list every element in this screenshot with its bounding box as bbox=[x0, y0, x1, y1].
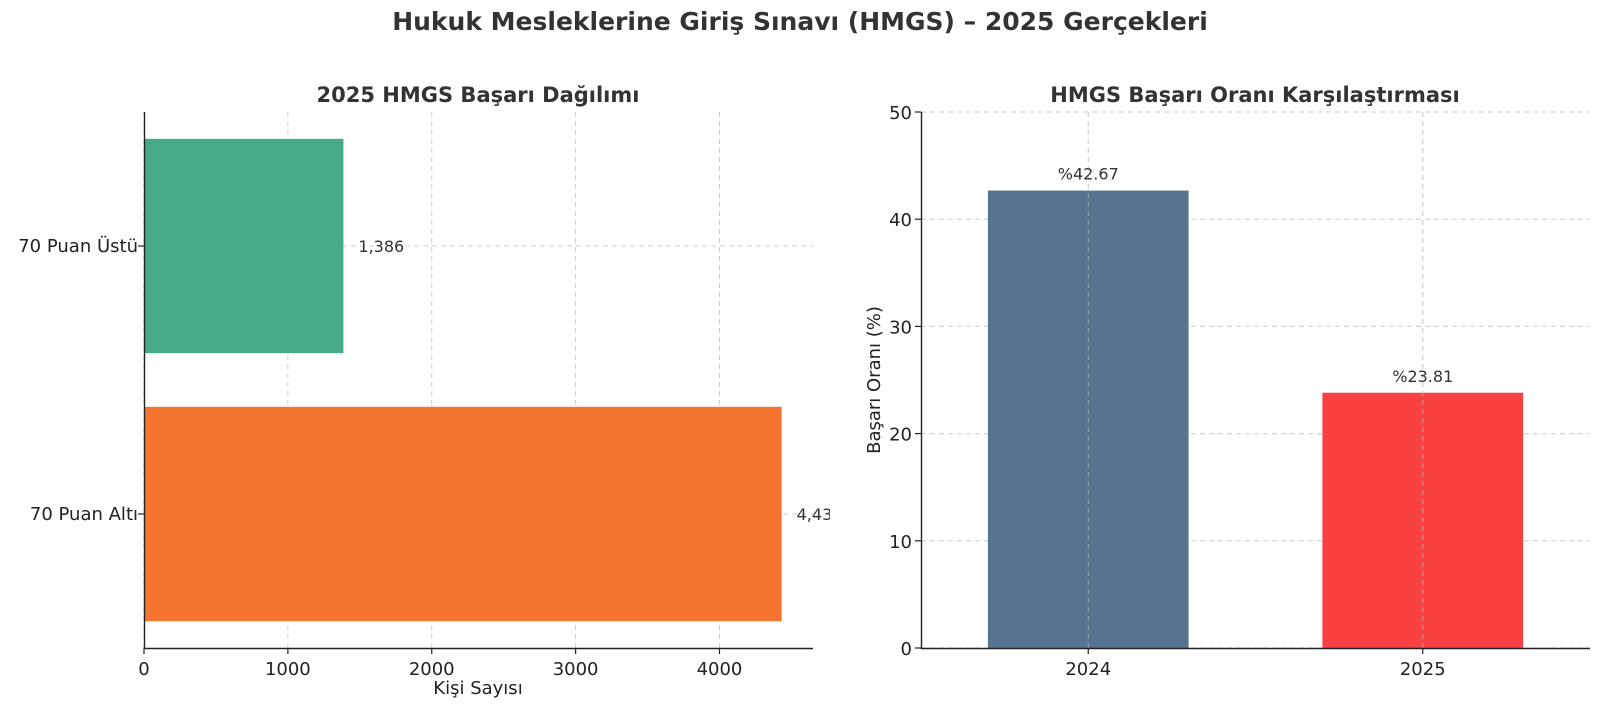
chart-distribution-x-axis-label: Kişi Sayısı bbox=[433, 678, 522, 699]
x-tick-label: 2024 bbox=[1065, 659, 1111, 680]
x-tick-label: 1000 bbox=[265, 659, 311, 680]
x-tick-label: 2000 bbox=[409, 659, 455, 680]
chart-distribution-bars bbox=[144, 138, 782, 622]
y-tick-label: 70 Puan Üstü bbox=[18, 235, 138, 257]
y-tick-label: 20 bbox=[889, 425, 912, 446]
chart-rate-comparison-x-ticks: 2024 2025 bbox=[1065, 648, 1446, 680]
x-tick-label: 2025 bbox=[1400, 659, 1446, 680]
x-tick-label: 3000 bbox=[553, 659, 599, 680]
x-tick-label: 0 bbox=[138, 659, 149, 680]
chart-distribution-value-labels: 1,386 4,432 bbox=[358, 237, 830, 524]
y-tick-label: 50 bbox=[889, 103, 912, 124]
bar bbox=[144, 138, 344, 354]
chart-rate-comparison-y-axis-label: Başarı Oranı (%) bbox=[864, 306, 885, 454]
chart-rate-comparison-spine bbox=[920, 112, 1590, 650]
y-tick-label: 10 bbox=[889, 532, 912, 553]
bar bbox=[1322, 392, 1524, 648]
chart-rate-comparison-value-labels: %42.67 %23.81 bbox=[1058, 112, 1453, 648]
chart-rate-comparison-grid bbox=[921, 111, 1590, 649]
data-label: 1,386 bbox=[358, 237, 404, 256]
x-tick-label: 4000 bbox=[697, 659, 743, 680]
y-tick-label: 0 bbox=[901, 639, 912, 660]
chart-distribution-y-ticks: 70 Puan Üstü 70 Puan Altı bbox=[18, 235, 144, 525]
y-tick-label: 40 bbox=[889, 210, 912, 231]
chart-distribution-spine bbox=[143, 112, 813, 650]
chart-distribution: 2025 HMGS Başarı Dağılımı 1,386 4,432 70 … bbox=[18, 83, 830, 699]
chart-rate-comparison-y-ticks: 0 10 20 30 40 50 bbox=[889, 103, 921, 660]
bar bbox=[144, 406, 782, 622]
y-tick-label: 30 bbox=[889, 317, 912, 338]
chart-distribution-title: 2025 HMGS Başarı Dağılımı bbox=[317, 83, 640, 107]
chart-rate-comparison-bars bbox=[987, 190, 1524, 648]
data-label: %42.67 bbox=[1058, 165, 1119, 184]
bar bbox=[987, 190, 1189, 648]
y-tick-label: 70 Puan Altı bbox=[30, 504, 138, 525]
chart-distribution-x-ticks: 0 1000 2000 3000 4000 bbox=[138, 648, 742, 680]
data-label: 4,432 bbox=[797, 505, 830, 524]
figure-title: Hukuk Mesleklerine Giriş Sınavı (HMGS) –… bbox=[392, 7, 1208, 36]
chart-rate-comparison-title: HMGS Başarı Oranı Karşılaştırması bbox=[1050, 83, 1459, 107]
data-label: %23.81 bbox=[1392, 367, 1453, 386]
